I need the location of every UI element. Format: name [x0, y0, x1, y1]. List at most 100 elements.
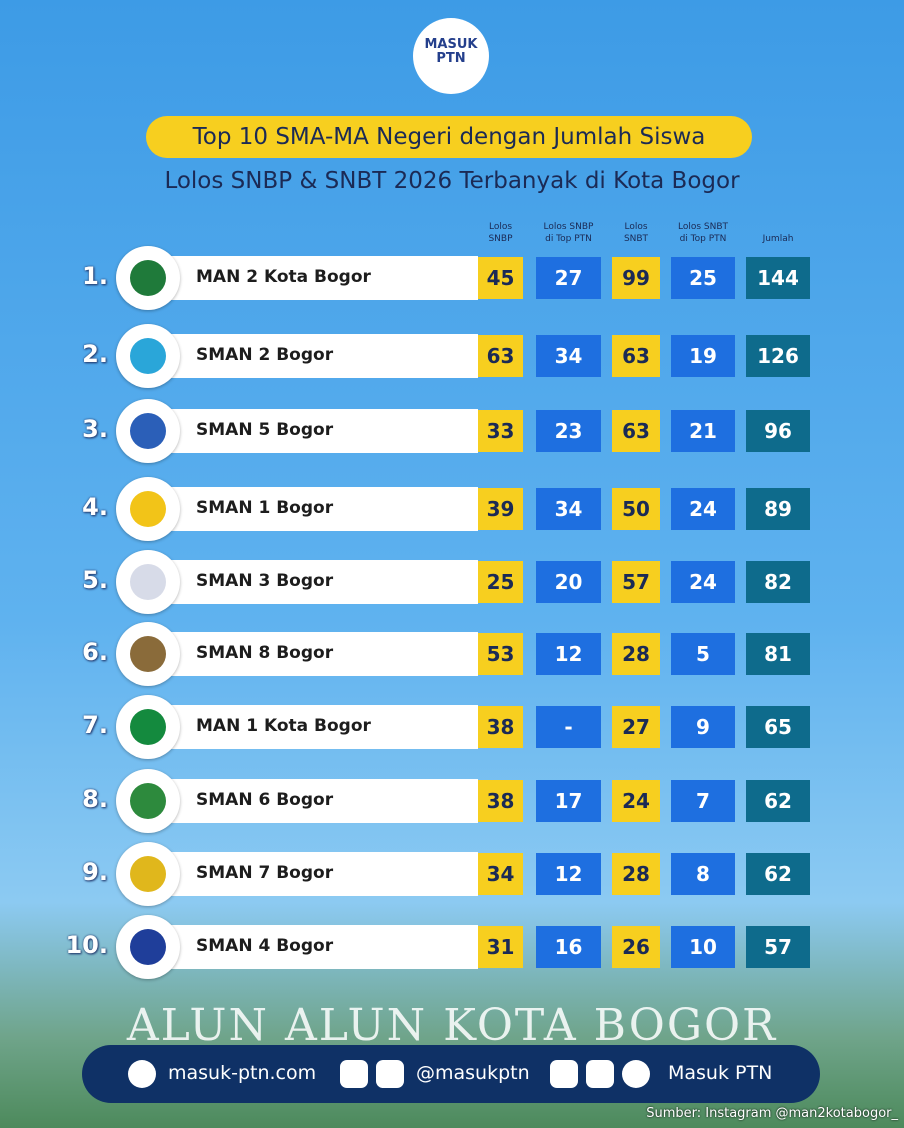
school-name: SMAN 8 Bogor	[196, 643, 334, 663]
cell: 96	[746, 410, 810, 452]
row-bar	[165, 705, 478, 749]
cell: 38	[478, 780, 523, 822]
cell: 33	[478, 410, 523, 452]
cell: 39	[478, 488, 523, 530]
school-logo	[116, 695, 180, 759]
row-bar	[165, 487, 478, 531]
school-logo	[116, 842, 180, 906]
row-bar	[165, 256, 478, 300]
cell: 62	[746, 853, 810, 895]
column-header-line: Lolos SNBP	[543, 222, 594, 232]
rank: 4.	[82, 493, 108, 521]
school-emblem	[130, 856, 166, 892]
school-logo	[116, 399, 180, 463]
cell: 63	[478, 335, 523, 377]
school-logo	[116, 769, 180, 833]
rank: 1.	[82, 262, 108, 290]
rank: 9.	[82, 858, 108, 886]
cell: 19	[671, 335, 735, 377]
cell: 126	[746, 335, 810, 377]
cell: 10	[671, 926, 735, 968]
school-name: SMAN 4 Bogor	[196, 936, 334, 956]
cell: 24	[671, 488, 735, 530]
school-emblem	[130, 636, 166, 672]
rank: 8.	[82, 785, 108, 813]
cell: 12	[536, 633, 601, 675]
cell: 8	[671, 853, 735, 895]
school-logo	[116, 550, 180, 614]
rank: 7.	[82, 711, 108, 739]
row-bar	[165, 852, 478, 896]
school-logo	[116, 324, 180, 388]
cell: 12	[536, 853, 601, 895]
cell: 23	[536, 410, 601, 452]
cell: 28	[612, 633, 660, 675]
rank: 5.	[82, 566, 108, 594]
background-text: ALUN ALUN KOTA BOGOR	[126, 1000, 778, 1051]
cell: 144	[746, 257, 810, 299]
row-bar	[165, 334, 478, 378]
column-header-line: SNBT	[623, 234, 649, 244]
rank: 2.	[82, 340, 108, 368]
school-logo	[116, 477, 180, 541]
cell: 25	[478, 561, 523, 603]
cell: 27	[536, 257, 601, 299]
school-name: SMAN 5 Bogor	[196, 420, 334, 440]
column-header-line: Lolos	[624, 222, 648, 232]
cell: 34	[536, 488, 601, 530]
youtube-icon	[586, 1060, 614, 1088]
school-logo	[116, 246, 180, 310]
cell: 57	[612, 561, 660, 603]
column-header-line: di Top PTN	[679, 234, 727, 244]
cell: 34	[536, 335, 601, 377]
cell: 24	[671, 561, 735, 603]
cell: 25	[671, 257, 735, 299]
website: masuk-ptn.com	[168, 1062, 317, 1084]
cell: 5	[671, 633, 735, 675]
school-logo	[116, 915, 180, 979]
cell: 27	[612, 706, 660, 748]
cell: 50	[612, 488, 660, 530]
cell: 38	[478, 706, 523, 748]
cell: 89	[746, 488, 810, 530]
logo-text: PTN	[436, 51, 466, 66]
row-bar	[165, 409, 478, 453]
cell: 63	[612, 410, 660, 452]
cell: 20	[536, 561, 601, 603]
school-name: SMAN 6 Bogor	[196, 790, 334, 810]
cell: 28	[612, 853, 660, 895]
row-bar	[165, 925, 478, 969]
column-header-line: di Top PTN	[545, 234, 592, 244]
cell: 24	[612, 780, 660, 822]
column-header: Lolos SNBP di Top PTN	[529, 221, 609, 245]
school-emblem	[130, 338, 166, 374]
school-name: SMAN 1 Bogor	[196, 498, 334, 518]
title: Top 10 SMA-MA Negeri dengan Jumlah Siswa	[146, 116, 752, 158]
row-bar	[165, 632, 478, 676]
column-header: Jumlah	[738, 221, 818, 245]
cell: 21	[671, 410, 735, 452]
rank: 3.	[82, 415, 108, 443]
school-emblem	[130, 260, 166, 296]
cell: 45	[478, 257, 523, 299]
cell: 26	[612, 926, 660, 968]
logo-text: MASUK	[424, 37, 478, 52]
column-header-line: Lolos SNBT	[677, 222, 729, 232]
cell: -	[536, 706, 601, 748]
instagram-icon	[376, 1060, 404, 1088]
school-name: SMAN 2 Bogor	[196, 345, 334, 365]
cell: 65	[746, 706, 810, 748]
school-emblem	[130, 564, 166, 600]
school-emblem	[130, 491, 166, 527]
row-bar	[165, 779, 478, 823]
line-icon	[340, 1060, 368, 1088]
school-name: MAN 1 Kota Bogor	[196, 716, 371, 736]
subtitle: Lolos SNBP & SNBT 2026 Terbanyak di Kota…	[164, 168, 740, 194]
tiktok-icon	[622, 1060, 650, 1088]
school-emblem	[130, 413, 166, 449]
school-emblem	[130, 709, 166, 745]
facebook-icon	[550, 1060, 578, 1088]
cell: 31	[478, 926, 523, 968]
cell: 34	[478, 853, 523, 895]
